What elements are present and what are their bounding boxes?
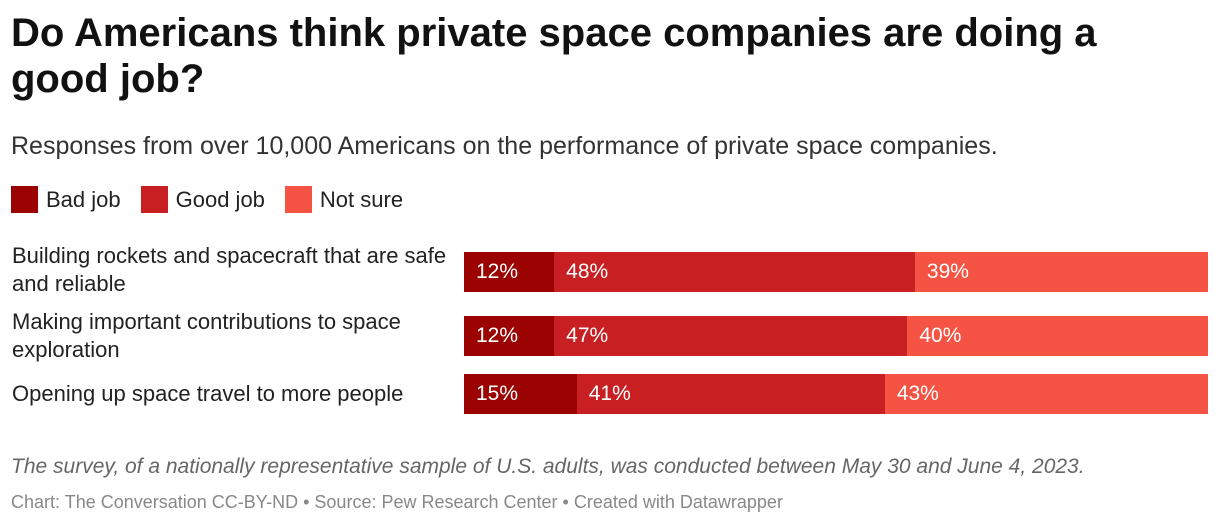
bar-segment-bad-job: 12% <box>464 252 555 292</box>
data-label: 47% <box>566 324 609 347</box>
bar-segment-bad-job: 15% <box>464 374 577 414</box>
data-label: 15% <box>476 382 519 405</box>
bar-segment-not-sure: 40% <box>907 316 1208 356</box>
legend: Bad job Good job Not sure <box>11 186 423 213</box>
bar-segment-good-job: 47% <box>554 316 908 356</box>
legend-item-not-sure: Not sure <box>284 186 404 213</box>
bar-segment-not-sure: 43% <box>884 374 1208 414</box>
bar-segment-good-job: 48% <box>554 252 915 292</box>
data-label: 39% <box>926 260 969 283</box>
category-label: Making important contributions to space … <box>12 309 401 362</box>
data-label: 48% <box>566 260 609 283</box>
legend-label-not-sure: Not sure <box>319 186 404 212</box>
legend-swatch-not-sure <box>284 186 312 213</box>
legend-swatch-good-job <box>140 186 168 213</box>
bar-segment-not-sure: 39% <box>914 252 1208 292</box>
stacked-bar-row: 12% 48% 39% <box>464 252 1208 292</box>
data-label: 12% <box>476 260 519 283</box>
data-label: 43% <box>896 382 939 405</box>
legend-item-bad-job: Bad job <box>11 186 121 213</box>
legend-item-good-job: Good job <box>140 186 265 213</box>
legend-swatch-bad-job <box>11 186 38 213</box>
chart-subtitle: Responses from over 10,000 Americans on … <box>11 132 998 160</box>
stacked-bar-row: 15% 41% 43% <box>464 374 1208 414</box>
category-label: Building rockets and spacecraft that are… <box>12 243 447 296</box>
category-label: Opening up space travel to more people <box>12 381 404 406</box>
data-label: 12% <box>476 324 519 347</box>
chart-credits: Chart: The Conversation CC-BY-ND • Sourc… <box>11 492 783 512</box>
legend-label-bad-job: Bad job <box>46 186 121 212</box>
chart-note: The survey, of a nationally representati… <box>11 455 1085 478</box>
bar-segment-good-job: 41% <box>576 374 885 414</box>
bar-segment-bad-job: 12% <box>464 316 555 356</box>
data-label: 40% <box>919 324 962 347</box>
data-label: 41% <box>588 382 631 405</box>
chart-title: Do Americans think private space compani… <box>11 11 1097 101</box>
legend-label-good-job: Good job <box>175 186 265 212</box>
stacked-bar-row: 12% 47% 40% <box>464 316 1208 356</box>
